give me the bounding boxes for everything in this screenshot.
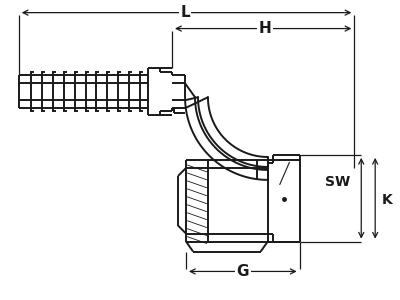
Text: K: K: [382, 193, 392, 207]
Text: G: G: [236, 264, 249, 279]
Text: SW: SW: [325, 175, 350, 189]
Text: H: H: [258, 21, 271, 36]
Text: L: L: [180, 5, 190, 20]
